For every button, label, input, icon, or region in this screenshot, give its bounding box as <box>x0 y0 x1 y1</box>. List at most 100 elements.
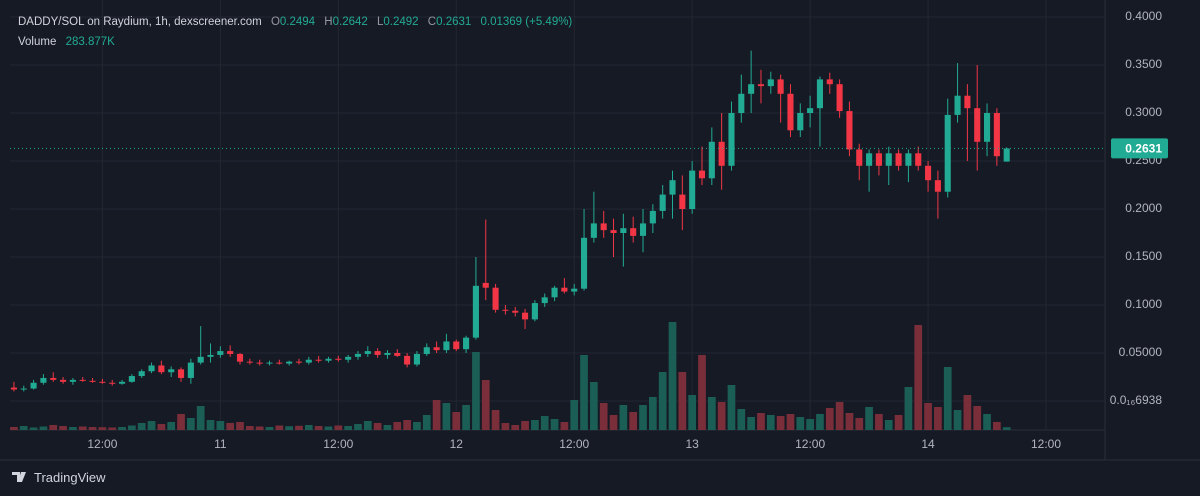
candle-body <box>875 153 882 166</box>
candle-body <box>207 354 214 357</box>
volume-bar <box>924 403 932 430</box>
volume-label: Volume <box>18 36 57 48</box>
legend-line: DADDY/SOL on Raydium, 1h, dexscreener.co… <box>18 16 572 28</box>
volume-bar <box>177 414 185 430</box>
candle-body <box>580 237 588 289</box>
volume-bar <box>49 425 58 430</box>
last-price-label: 0.2631 <box>1125 142 1162 156</box>
volume-bar <box>88 427 97 430</box>
volume-bar <box>943 367 952 430</box>
candle-body <box>453 341 460 350</box>
volume-bar <box>629 412 638 430</box>
candle-body <box>698 170 706 179</box>
volume-bar <box>187 418 195 430</box>
candle-body <box>423 347 430 354</box>
volume-bar <box>609 415 618 430</box>
volume-bar <box>383 425 392 430</box>
volume-bar <box>128 425 136 430</box>
volume-bar <box>855 418 864 430</box>
candle-body <box>915 153 922 166</box>
volume-bar <box>521 421 529 430</box>
volume-bar <box>295 425 303 430</box>
volume-bar <box>963 395 972 430</box>
volume-bar <box>531 420 539 430</box>
candle-body <box>551 287 558 298</box>
candle-body <box>433 347 440 351</box>
candle-body <box>177 369 185 378</box>
symbol: DADDY/SOL on Raydium, 1h, dexscreener.co… <box>18 16 262 28</box>
volume-bar <box>432 400 441 430</box>
candle-body <box>413 353 420 365</box>
candle-body <box>266 362 273 364</box>
volume-bar <box>658 372 667 430</box>
volume-bar <box>245 426 254 430</box>
candle-body <box>748 84 755 94</box>
volume-bar <box>776 416 785 430</box>
volume-bar <box>393 422 402 430</box>
volume-bar <box>137 423 146 430</box>
candle-body <box>777 79 784 94</box>
candle-body <box>659 194 666 211</box>
candle-body <box>905 153 912 166</box>
candle-layer <box>10 50 1010 392</box>
candle-body <box>944 114 951 192</box>
volume-bar <box>354 424 362 430</box>
candle-body <box>404 355 411 365</box>
candle-body <box>885 153 892 166</box>
volume-bar <box>324 426 333 430</box>
volume-bar <box>157 424 166 430</box>
volume-bar <box>904 387 913 430</box>
y-tick-label: 0.3000 <box>1125 105 1162 119</box>
candle-body <box>718 141 725 166</box>
volume-bar <box>118 427 126 430</box>
x-tick-label: 11 <box>214 437 227 451</box>
candle-body <box>40 377 47 383</box>
volume-bar <box>934 407 942 430</box>
volume-bar <box>766 415 775 430</box>
candle-body <box>138 371 145 377</box>
volume-bar <box>757 413 765 430</box>
candle-body <box>767 79 774 87</box>
candle-body <box>305 359 312 363</box>
candle-body <box>807 108 814 113</box>
candle-body <box>866 153 873 166</box>
volume-bar <box>973 406 982 430</box>
candle-body <box>895 153 902 166</box>
candle-body <box>20 388 27 390</box>
volume-bar <box>953 410 962 430</box>
volume-bar <box>59 426 67 430</box>
candle-body <box>816 79 823 109</box>
candle-body <box>502 309 509 311</box>
candle-body <box>620 228 627 234</box>
candle-body <box>531 303 538 320</box>
y-tick-label: 0.0₁₆6938 <box>1110 393 1163 407</box>
volume-legend: Volume 283.877K <box>18 36 115 48</box>
axes: 0.0₁₆69380.050000.10000.15000.20000.2500… <box>10 9 1168 451</box>
volume-bar <box>403 420 411 430</box>
candle-body <box>757 84 765 87</box>
open-label: O <box>270 16 280 28</box>
volume-bar <box>275 425 284 430</box>
candle-body <box>571 288 578 292</box>
candle-body <box>10 387 17 390</box>
candle-body <box>99 381 106 383</box>
volume-bar <box>668 322 677 430</box>
volume-bar <box>884 420 893 430</box>
candle-body <box>983 112 991 142</box>
volume-bar <box>39 426 48 430</box>
candle-body <box>315 359 322 361</box>
candle-body <box>925 165 932 181</box>
volume-value: 283.877K <box>65 36 115 48</box>
volume-bar <box>845 413 854 430</box>
candle-body <box>639 223 647 236</box>
volume-bar <box>452 412 461 430</box>
x-tick-label: 12:00 <box>1031 437 1061 451</box>
candle-body <box>30 382 37 389</box>
candle-body <box>846 111 853 150</box>
candle-body <box>60 379 67 382</box>
volume-bar <box>580 355 588 430</box>
candle-body <box>276 362 283 364</box>
candle-body <box>708 141 715 179</box>
volume-bar <box>236 422 244 430</box>
